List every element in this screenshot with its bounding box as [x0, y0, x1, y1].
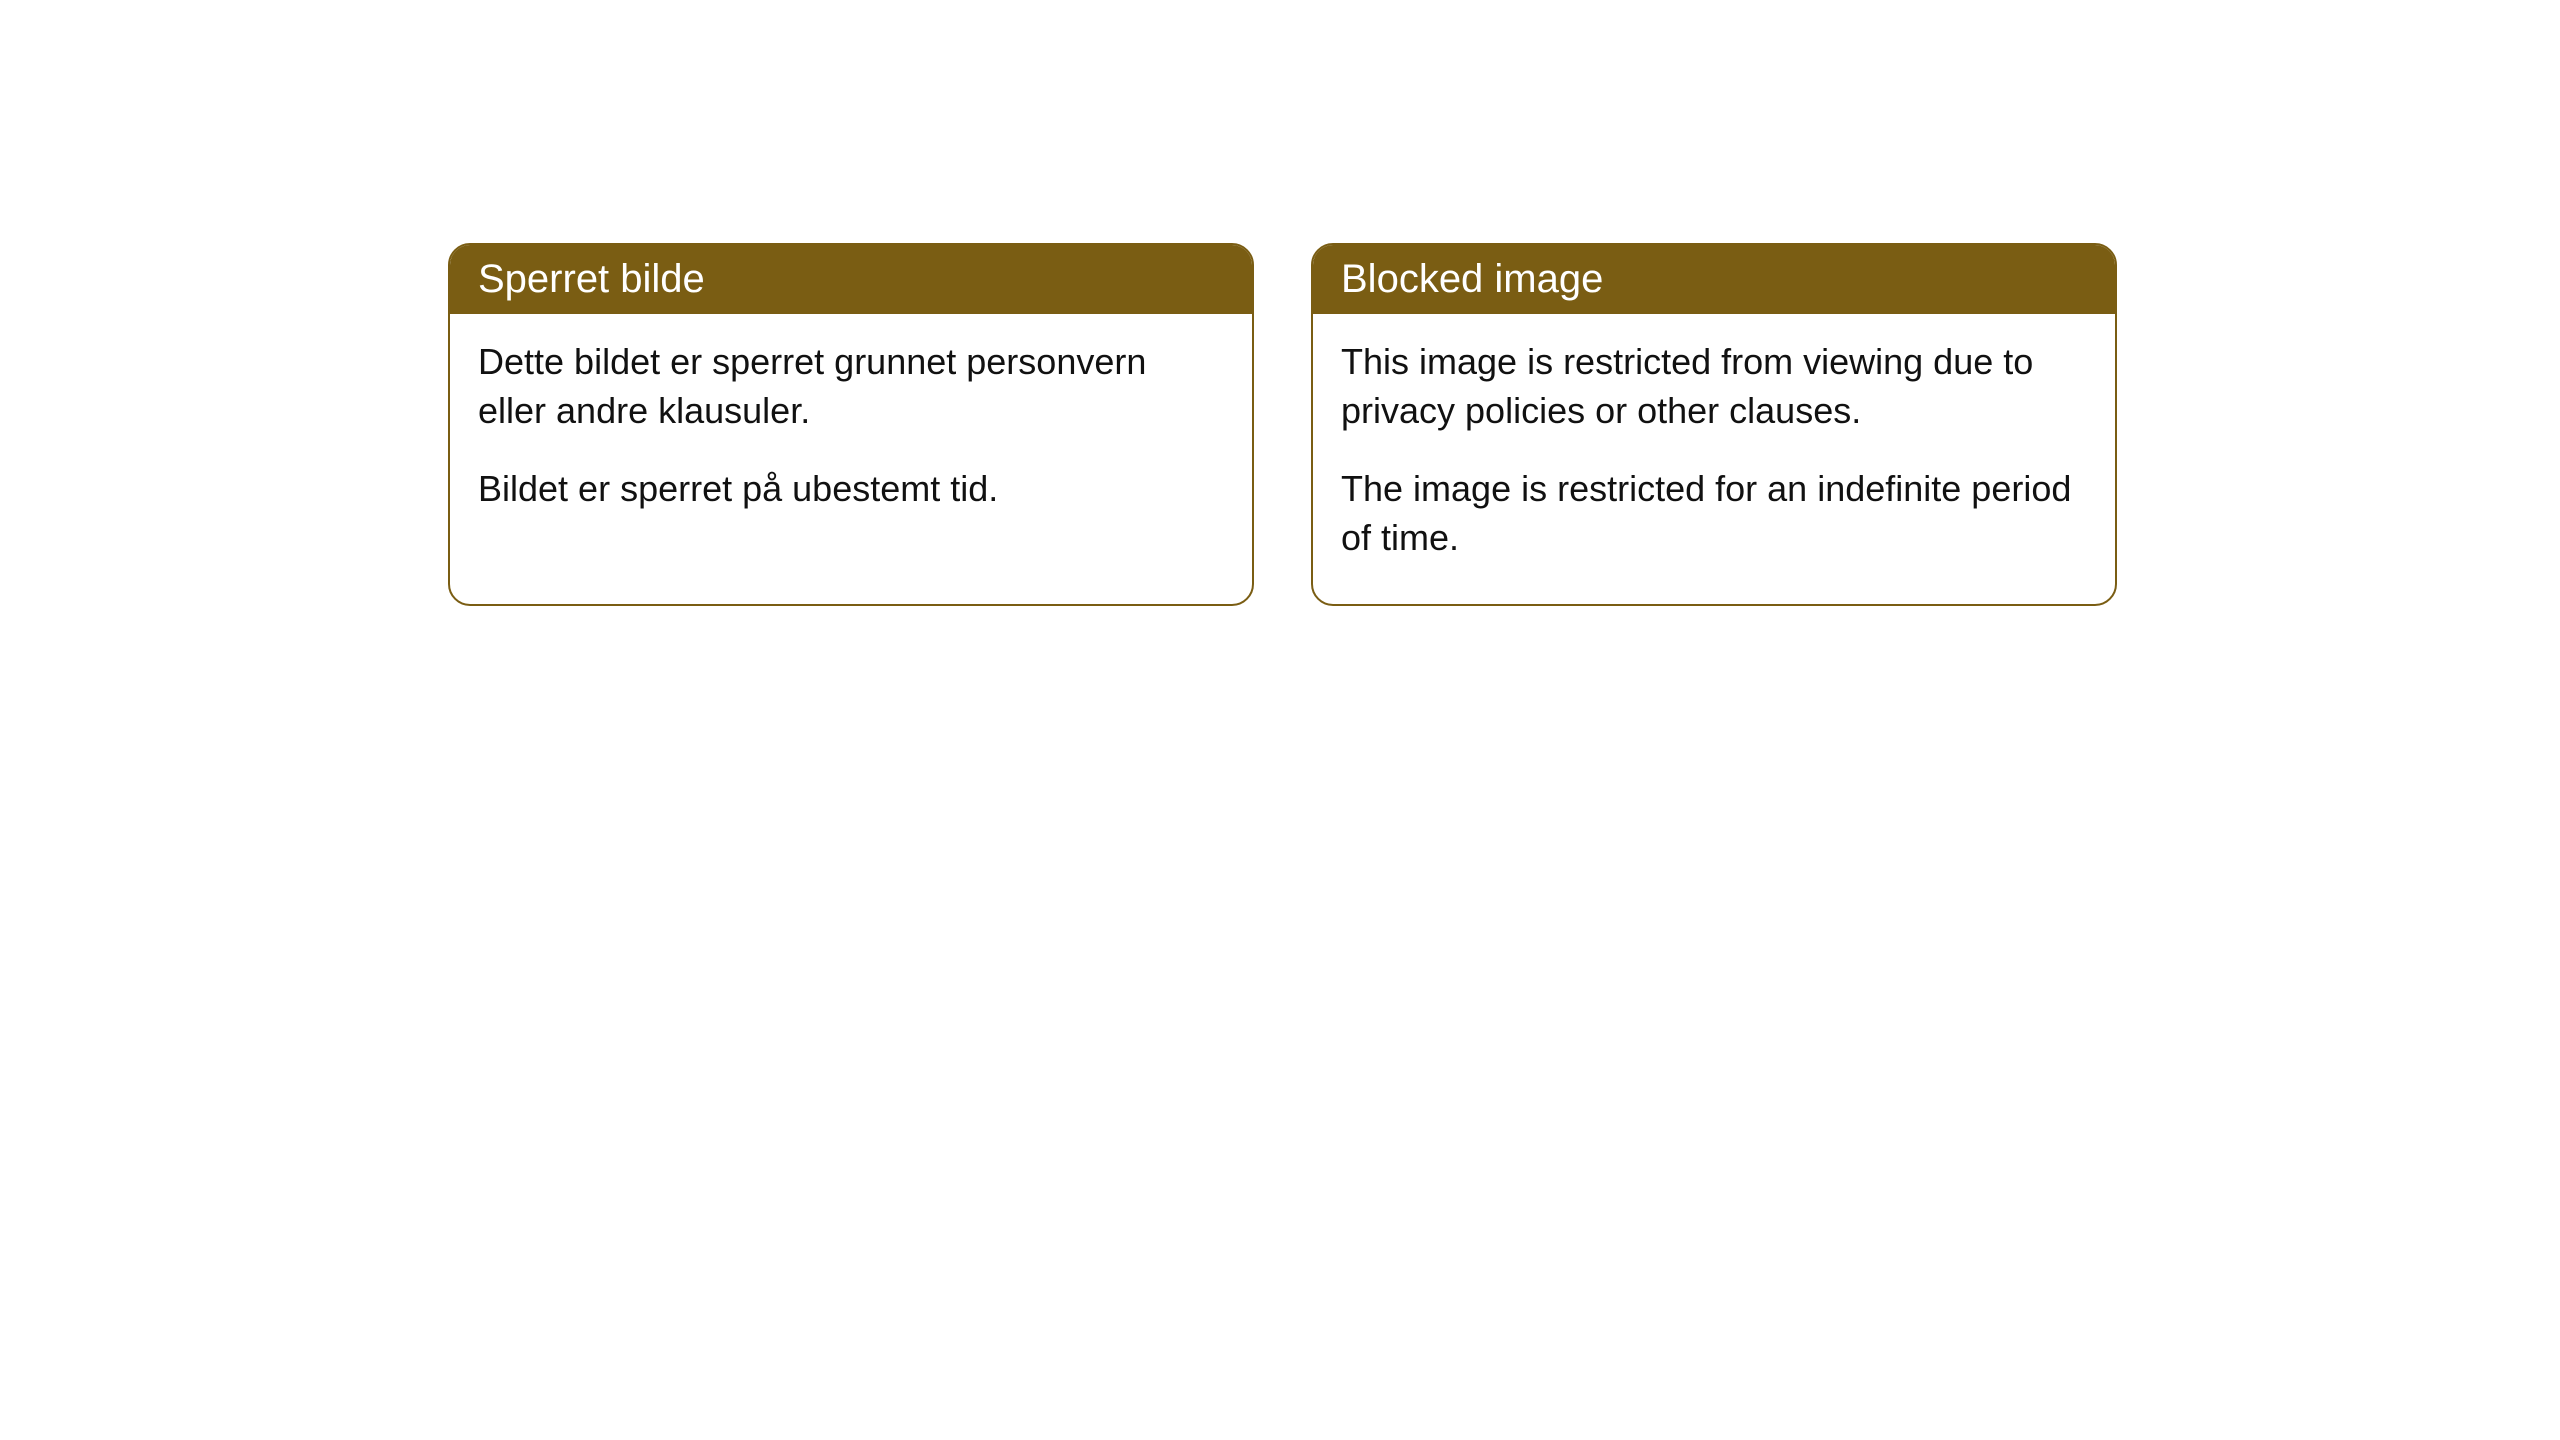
notice-card-norwegian: Sperret bilde Dette bildet er sperret gr…	[448, 243, 1254, 606]
notice-card-english: Blocked image This image is restricted f…	[1311, 243, 2117, 606]
card-header: Blocked image	[1313, 245, 2115, 314]
card-paragraph: Dette bildet er sperret grunnet personve…	[478, 338, 1224, 435]
card-body: Dette bildet er sperret grunnet personve…	[450, 314, 1252, 556]
card-paragraph: Bildet er sperret på ubestemt tid.	[478, 465, 1224, 514]
card-paragraph: This image is restricted from viewing du…	[1341, 338, 2087, 435]
card-paragraph: The image is restricted for an indefinit…	[1341, 465, 2087, 562]
card-header: Sperret bilde	[450, 245, 1252, 314]
card-body: This image is restricted from viewing du…	[1313, 314, 2115, 604]
notice-cards-container: Sperret bilde Dette bildet er sperret gr…	[448, 243, 2117, 606]
